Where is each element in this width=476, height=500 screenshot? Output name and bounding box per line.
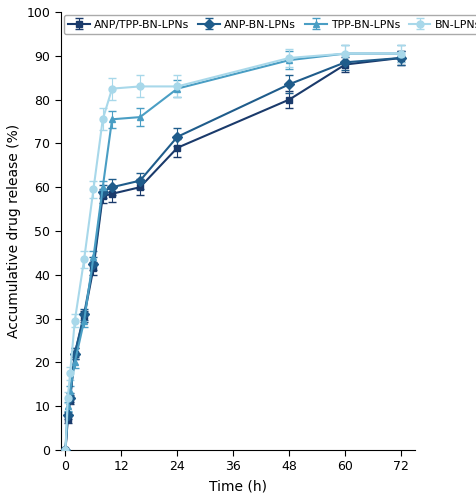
X-axis label: Time (h): Time (h) <box>208 479 267 493</box>
Legend: ANP/TPP-BN-LPNs, ANP-BN-LPNs, TPP-BN-LPNs, BN-LPNs: ANP/TPP-BN-LPNs, ANP-BN-LPNs, TPP-BN-LPN… <box>64 15 476 34</box>
Y-axis label: Accumulative drug release (%): Accumulative drug release (%) <box>7 124 21 338</box>
